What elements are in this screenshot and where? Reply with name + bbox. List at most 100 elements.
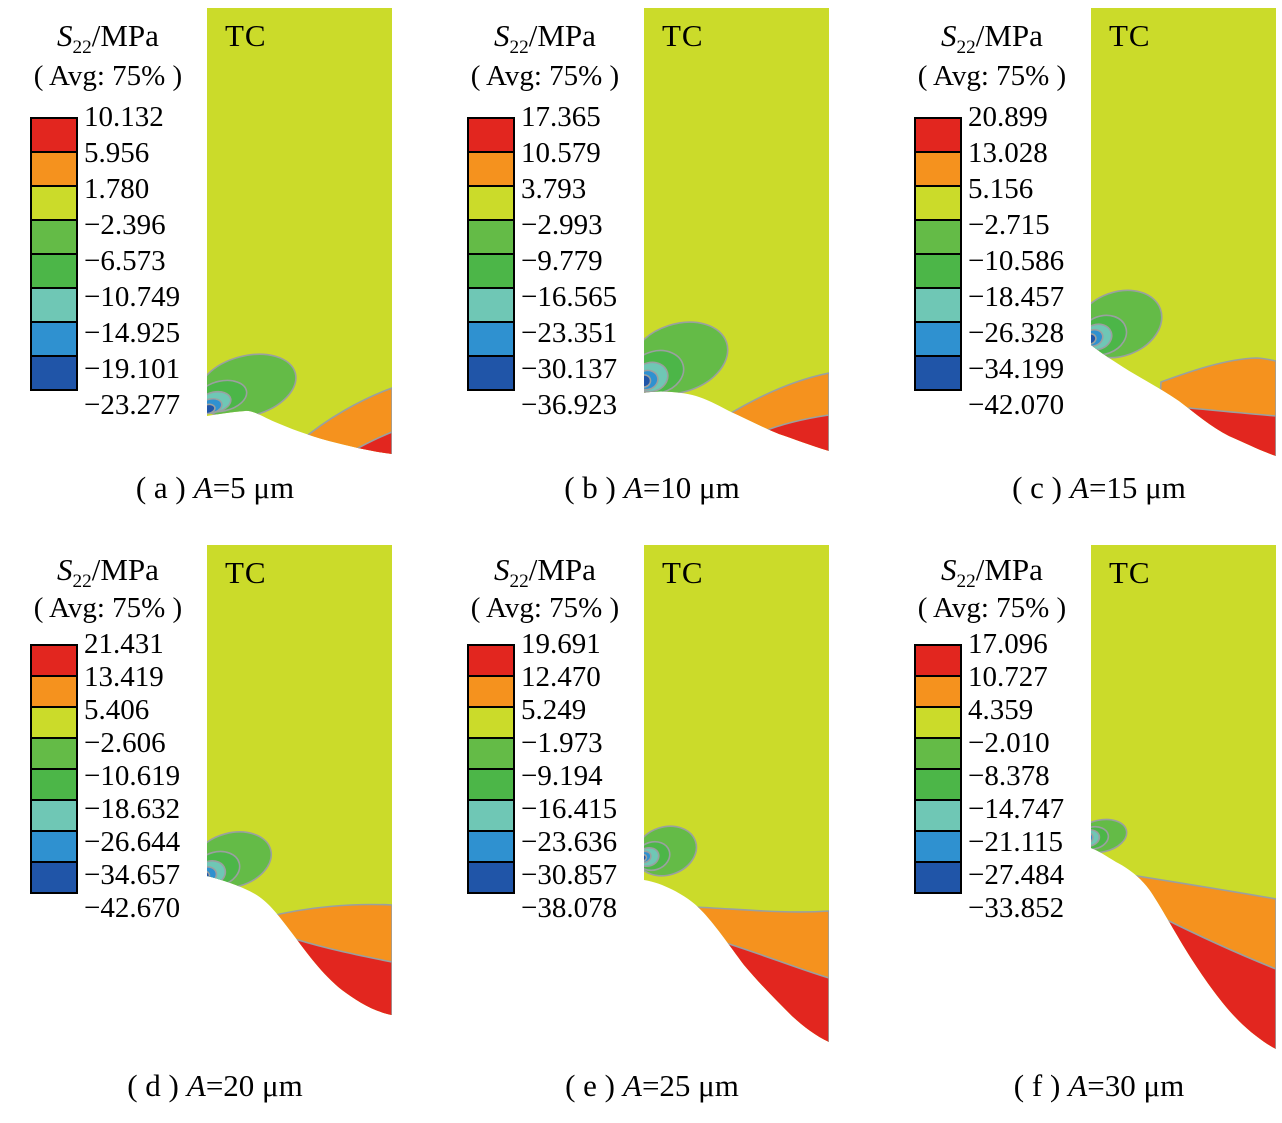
contour-plot: TC [207, 8, 392, 458]
legend-value: −42.070 [968, 388, 1065, 421]
legend-color-box [30, 253, 78, 289]
contour-region-darkblue [207, 870, 211, 882]
legend-title-subscript: 22 [956, 571, 976, 593]
legend-color-box [914, 675, 962, 708]
legend-color-box [30, 737, 78, 770]
legend-color-box [914, 185, 962, 221]
legend-value: −10.749 [84, 280, 181, 313]
legend-colorbar [914, 644, 962, 894]
legend-title-unit: /MPa [528, 552, 596, 587]
legend-value: 19.691 [521, 627, 601, 660]
legend-value: −14.925 [84, 316, 181, 349]
contour-plot-svg [644, 8, 829, 451]
contour-plot-svg [1091, 545, 1276, 1049]
legend-color-box [914, 644, 962, 677]
legend-value: −23.277 [84, 388, 181, 421]
contour-plot: TC [644, 545, 829, 1050]
legend-color-box [467, 799, 515, 832]
legend-title-subscript: 22 [956, 37, 976, 59]
legend-averaging-label: ( Avg: 75% ) [470, 60, 620, 92]
contour-plot-svg [644, 545, 829, 1042]
legend-averaging-label: ( Avg: 75% ) [33, 60, 183, 92]
region-label-tc: TC [1109, 18, 1151, 53]
legend-value: −10.586 [968, 244, 1065, 277]
legend-value: 13.028 [968, 136, 1048, 169]
legend-colorbar [467, 644, 515, 894]
legend-values: 10.132 5.956 1.780 −2.396 −6.573 −10.749 −14.9… [84, 99, 180, 423]
contour-region-red [330, 430, 392, 454]
legend-color-box [914, 219, 962, 255]
legend-title: S22/MPa [892, 18, 1092, 59]
contour-plot: TC [1091, 545, 1276, 1050]
legend-color-box [30, 151, 78, 187]
legend-title-subscript: 22 [72, 37, 92, 59]
caption-variable: A [1068, 1068, 1088, 1103]
legend-title-unit: /MPa [91, 18, 159, 53]
legend-value: 10.579 [521, 136, 601, 169]
legend-value: −27.484 [968, 858, 1065, 891]
legend-title-symbol: S [941, 18, 957, 53]
legend-value: −30.857 [521, 858, 618, 891]
contour-panel-d: S22/MPa ( Avg: 75% ) 21.431 13.419 5.406 −2… [0, 545, 435, 1120]
contour-region-darkblue [207, 403, 216, 415]
legend-color-box [30, 355, 78, 391]
panel-caption: ( a ) A=5 μm [0, 470, 430, 506]
contour-plot: TC [207, 545, 392, 1050]
legend-title: S22/MPa [445, 18, 645, 59]
legend-color-box [467, 768, 515, 801]
legend-value: −2.010 [968, 726, 1050, 759]
caption-index: ( e ) [565, 1068, 615, 1103]
contour-panel-b: S22/MPa ( Avg: 75% ) 17.365 10.579 3.793 −2… [437, 6, 872, 581]
panel-caption: ( d ) A=20 μm [0, 1068, 430, 1104]
legend-title: S22/MPa [892, 552, 1092, 593]
contour-region-red [1183, 407, 1276, 456]
legend-value: 21.431 [84, 627, 164, 660]
legend-value: 17.365 [521, 100, 601, 133]
legend-value: −6.573 [84, 244, 166, 277]
legend-color-box [914, 355, 962, 391]
panel-caption: ( b ) A=10 μm [437, 470, 867, 506]
legend-values: 21.431 13.419 5.406 −2.606 −10.619 −18.632 −26… [84, 628, 180, 925]
legend-value: −10.619 [84, 759, 181, 792]
legend-color-box [467, 861, 515, 894]
legend-value: −2.715 [968, 208, 1050, 241]
legend-value: −18.457 [968, 280, 1065, 313]
legend-value: −9.194 [521, 759, 603, 792]
legend-color-box [467, 830, 515, 863]
legend-color-box [30, 861, 78, 894]
contour-panel-e: S22/MPa ( Avg: 75% ) 19.691 12.470 5.249 −1… [437, 545, 872, 1120]
legend-value: −9.779 [521, 244, 603, 277]
legend-color-box [914, 768, 962, 801]
region-label-tc: TC [662, 18, 704, 53]
legend-value: −26.644 [84, 825, 181, 858]
legend-color-box [914, 830, 962, 863]
legend-color-box [467, 185, 515, 221]
legend-averaging-label: ( Avg: 75% ) [33, 592, 183, 624]
contour-plot: TC [1091, 8, 1276, 458]
caption-value: =15 μm [1088, 470, 1186, 505]
legend-color-box [30, 185, 78, 221]
legend-value: −23.636 [521, 825, 618, 858]
contour-plot: TC [644, 8, 829, 458]
legend-title-symbol: S [494, 18, 510, 53]
contour-region-orange [721, 372, 829, 451]
legend-color-box [914, 861, 962, 894]
contour-region-darkblue [644, 853, 648, 863]
caption-value: =20 μm [205, 1068, 303, 1103]
legend-value: 13.419 [84, 660, 164, 693]
caption-index: ( f ) [1013, 1068, 1061, 1103]
legend-value: −16.415 [521, 792, 618, 825]
legend-title-unit: /MPa [975, 18, 1043, 53]
legend-value: 3.793 [521, 172, 587, 205]
legend-value: 1.780 [84, 172, 150, 205]
legend-value: −2.396 [84, 208, 166, 241]
legend-title-subscript: 22 [509, 37, 529, 59]
legend-color-box [30, 219, 78, 255]
legend-averaging-label: ( Avg: 75% ) [917, 60, 1067, 92]
legend-color-box [30, 117, 78, 153]
legend-averaging-label: ( Avg: 75% ) [470, 592, 620, 624]
legend-value: −42.670 [84, 891, 181, 924]
legend-color-box [467, 675, 515, 708]
caption-index: ( a ) [135, 470, 186, 505]
legend-value: 5.249 [521, 693, 587, 726]
